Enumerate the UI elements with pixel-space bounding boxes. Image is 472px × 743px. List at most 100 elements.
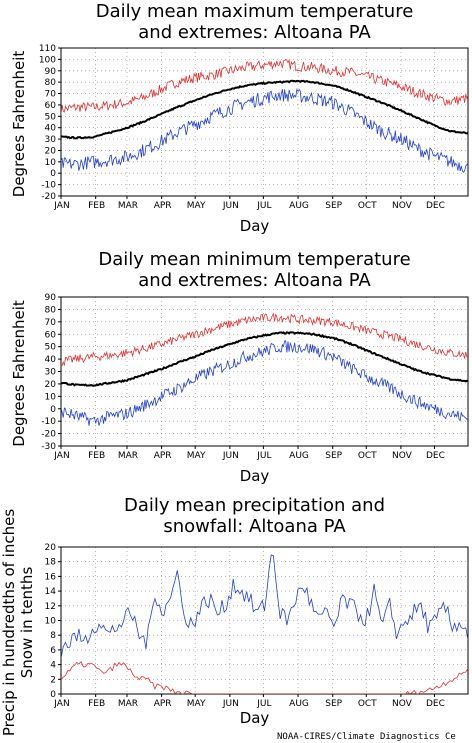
x-tick-label: JAN bbox=[53, 201, 69, 211]
y-tick-label: 20 bbox=[45, 146, 57, 156]
x-tick-label: NOV bbox=[392, 201, 413, 211]
y-tick-label: 50 bbox=[45, 112, 57, 122]
plot-frame bbox=[60, 546, 469, 695]
x-tick-label: JUL bbox=[256, 699, 271, 709]
x-tick-label: AUG bbox=[289, 451, 309, 461]
y-tick-label: 0 bbox=[50, 169, 56, 179]
series-line-mean bbox=[61, 331, 468, 387]
x-tick-label: MAR bbox=[118, 201, 138, 211]
series-line-precip bbox=[61, 554, 468, 659]
y-tick-label: 40 bbox=[45, 355, 57, 365]
y-tick-label: 70 bbox=[45, 90, 57, 100]
plot-frame bbox=[60, 47, 469, 197]
y-tick-label: 40 bbox=[45, 124, 57, 134]
y-tick-label: 16 bbox=[45, 572, 57, 582]
y-tick-label: 20 bbox=[45, 543, 57, 553]
y-tick-label: 6 bbox=[50, 646, 56, 656]
y-tick-label: 0 bbox=[50, 690, 56, 700]
x-tick-label: APR bbox=[154, 451, 172, 461]
y-tick-label: 8 bbox=[50, 631, 56, 641]
y-tick-label: 80 bbox=[45, 78, 57, 88]
y-tick-label: 60 bbox=[45, 101, 57, 111]
x-tick-label: DEC bbox=[426, 699, 445, 709]
y-tick-label: 4 bbox=[50, 661, 56, 671]
x-tick-label: SEP bbox=[325, 699, 342, 709]
y-tick-label: 18 bbox=[45, 558, 57, 568]
x-axis-label: Day bbox=[240, 709, 270, 727]
y-tick-label: 0 bbox=[50, 405, 56, 415]
x-tick-label: MAR bbox=[118, 451, 138, 461]
x-tick-label: JUL bbox=[256, 201, 271, 211]
x-tick-label: JAN bbox=[53, 699, 69, 709]
y-tick-label: 90 bbox=[45, 67, 57, 77]
x-tick-label: FEB bbox=[88, 201, 105, 211]
x-tick-label: MAR bbox=[118, 699, 138, 709]
y-tick-label: 12 bbox=[45, 602, 56, 612]
y-tick-label: 14 bbox=[45, 587, 57, 597]
series-line-max_extreme bbox=[61, 312, 468, 367]
x-tick-label: SEP bbox=[325, 451, 342, 461]
chart-title-line: Daily mean maximum temperature bbox=[96, 1, 414, 22]
x-tick-label: FEB bbox=[88, 699, 105, 709]
chart-title-line: and extremes: Altoana PA bbox=[138, 22, 371, 43]
y-tick-label: -30 bbox=[41, 442, 56, 452]
x-tick-label: APR bbox=[154, 699, 172, 709]
y-tick-label: 30 bbox=[45, 135, 57, 145]
x-tick-label: AUG bbox=[289, 699, 309, 709]
y-axis-label: Degrees Fahrenheit bbox=[10, 51, 28, 198]
y-tick-label: 110 bbox=[39, 44, 56, 54]
y-tick-label: 30 bbox=[45, 368, 57, 378]
x-tick-label: MAY bbox=[187, 201, 206, 211]
y-tick-label: -10 bbox=[41, 181, 56, 191]
x-tick-label: DEC bbox=[426, 201, 445, 211]
x-tick-label: JUN bbox=[222, 201, 239, 211]
y-axis-label: Precip in hundredths of inches bbox=[0, 509, 18, 736]
x-tick-label: NOV bbox=[392, 699, 413, 709]
y-tick-label: 80 bbox=[45, 305, 57, 315]
x-tick-label: JUL bbox=[256, 451, 271, 461]
y-tick-label: -20 bbox=[41, 430, 56, 440]
series-line-min_extreme bbox=[61, 88, 468, 173]
x-tick-label: NOV bbox=[392, 451, 413, 461]
credit-text: NOAA-CIRES/Climate Diagnostics Ce bbox=[277, 732, 456, 742]
x-tick-label: DEC bbox=[426, 451, 445, 461]
y-tick-label: 10 bbox=[45, 392, 57, 402]
y-tick-label: 50 bbox=[45, 343, 57, 353]
y-tick-label: -10 bbox=[41, 417, 56, 427]
x-tick-label: MAY bbox=[187, 699, 206, 709]
chart-title-line: and extremes: Altoana PA bbox=[138, 270, 371, 291]
y-axis-label: Snow in tenths bbox=[18, 567, 36, 679]
y-tick-label: 100 bbox=[39, 55, 56, 65]
chart-title-line: Daily mean minimum temperature bbox=[98, 249, 410, 270]
y-tick-label: 90 bbox=[45, 293, 57, 303]
y-axis-label: Degrees Fahrenheit bbox=[10, 300, 28, 447]
x-tick-label: AUG bbox=[289, 201, 309, 211]
x-tick-label: MAY bbox=[187, 451, 206, 461]
x-axis-label: Day bbox=[240, 467, 270, 485]
x-tick-label: FEB bbox=[88, 451, 105, 461]
x-tick-label: JAN bbox=[53, 451, 69, 461]
y-tick-label: 10 bbox=[45, 158, 57, 168]
x-tick-label: SEP bbox=[325, 201, 342, 211]
y-tick-label: 70 bbox=[45, 318, 57, 328]
y-tick-label: 20 bbox=[45, 380, 57, 390]
series-line-min_extreme bbox=[61, 340, 468, 426]
series-line-max_extreme bbox=[61, 59, 468, 115]
y-tick-label: -20 bbox=[41, 192, 56, 202]
chart-title-line: snowfall: Altoana PA bbox=[163, 516, 346, 537]
y-tick-label: 2 bbox=[50, 675, 56, 685]
chart-title-line: Daily mean precipitation and bbox=[124, 495, 385, 516]
x-tick-label: APR bbox=[154, 201, 172, 211]
x-tick-label: OCT bbox=[358, 451, 377, 461]
x-tick-label: JUN bbox=[222, 451, 239, 461]
x-tick-label: JUN bbox=[222, 699, 239, 709]
x-tick-label: OCT bbox=[358, 201, 377, 211]
series-line-snow bbox=[61, 660, 468, 694]
plot-frame bbox=[60, 296, 469, 447]
y-tick-label: 10 bbox=[45, 617, 57, 627]
x-tick-label: OCT bbox=[358, 699, 377, 709]
